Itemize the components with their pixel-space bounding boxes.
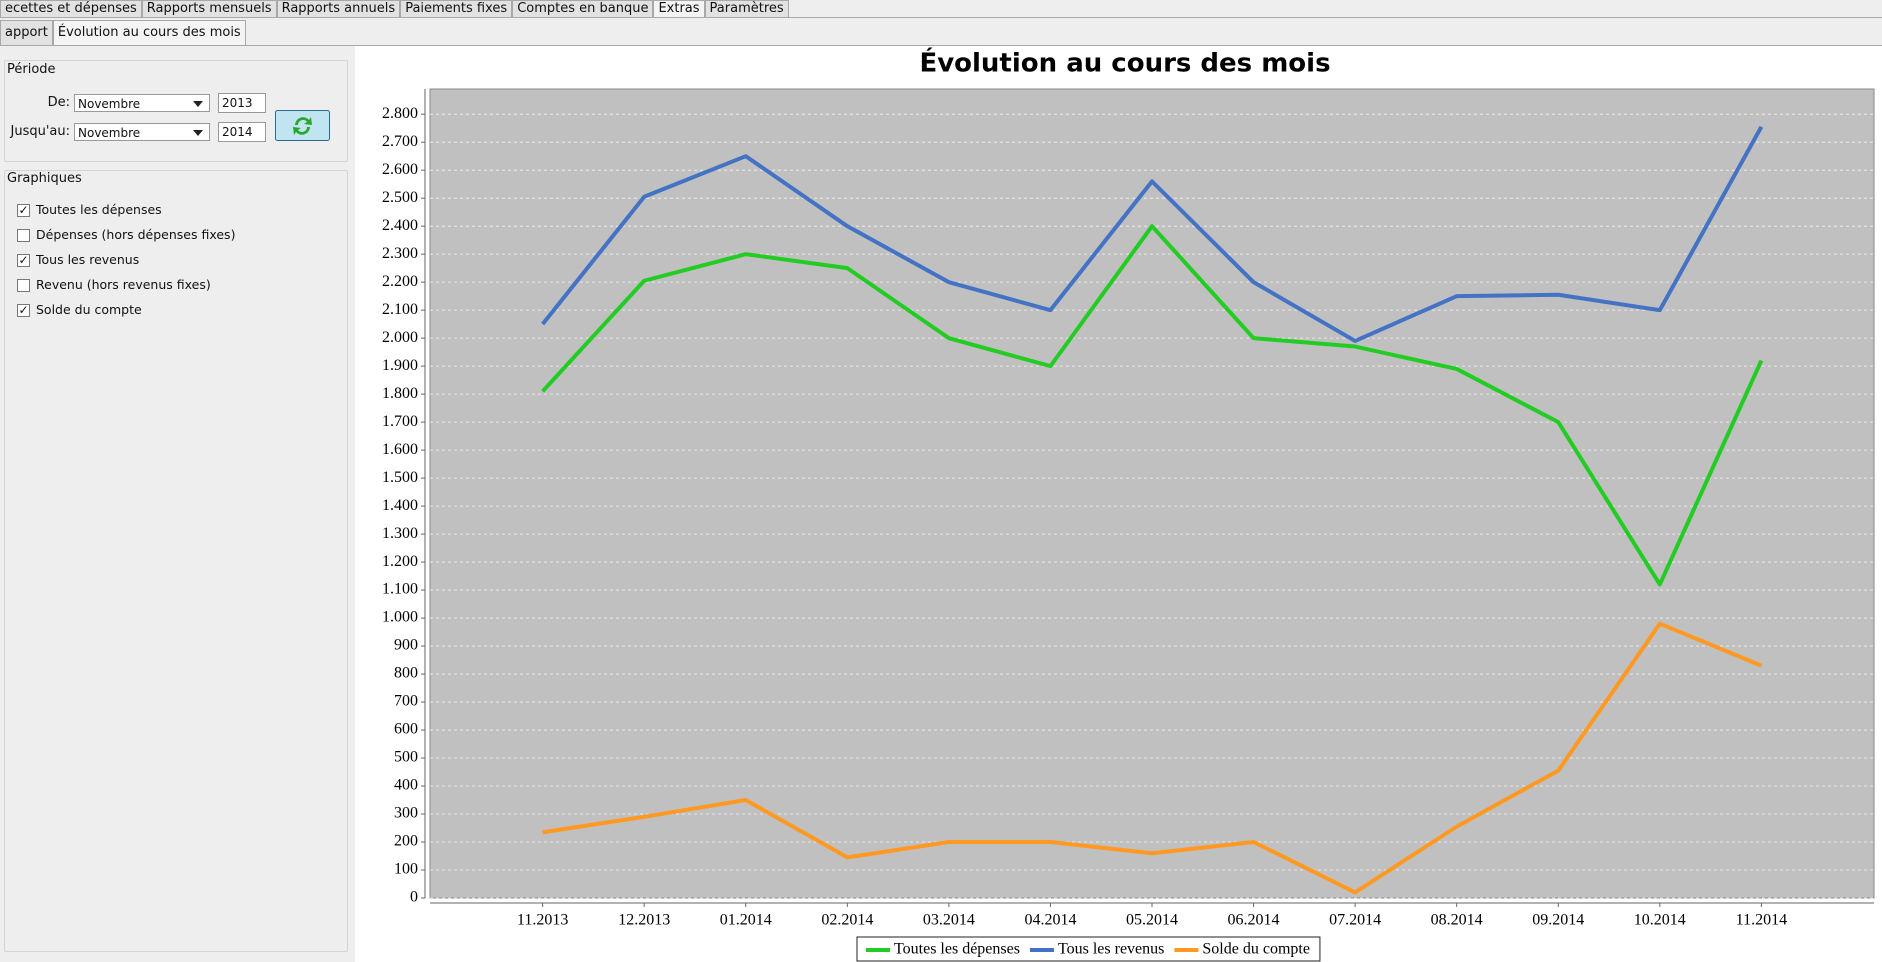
checkbox[interactable] xyxy=(17,279,30,292)
y-tick-label: 600 xyxy=(394,721,418,738)
subtab-divider xyxy=(0,45,1882,46)
y-tick-label: 1.700 xyxy=(382,413,418,430)
x-tick-label: 11.2013 xyxy=(517,912,568,929)
x-tick-label: 12.2013 xyxy=(618,912,670,929)
y-tick-label: 2.400 xyxy=(382,217,418,234)
checkbox[interactable]: ✓ xyxy=(17,303,30,317)
y-tick-label: 200 xyxy=(394,833,418,850)
tab[interactable]: Extras xyxy=(653,0,705,17)
y-tick-label: 1.900 xyxy=(382,357,418,374)
y-tick-label: 1.000 xyxy=(382,609,418,626)
main-tabs: ecettes et dépenses Rapports mensuels Rapp… xyxy=(0,0,789,17)
period-title: Période xyxy=(7,62,56,77)
y-tick-label: 900 xyxy=(394,637,418,654)
plot-area xyxy=(429,88,1875,899)
y-tick-label: 2.000 xyxy=(382,329,418,346)
x-tick-label: 11.2014 xyxy=(1736,912,1787,929)
y-tick-label: 2.800 xyxy=(382,105,418,122)
x-tick-label: 01.2014 xyxy=(720,912,772,929)
x-tick-label: 09.2014 xyxy=(1532,912,1584,929)
legend: Toutes les dépenses Tous les revenus Solde… xyxy=(856,936,1321,962)
checkbox[interactable] xyxy=(17,229,30,242)
y-tick-label: 1.100 xyxy=(382,581,418,598)
series-line xyxy=(541,224,1764,587)
y-tick-label: 1.600 xyxy=(382,441,418,458)
to-year[interactable]: 2014 xyxy=(218,122,266,142)
y-tick-label: 1.800 xyxy=(382,385,418,402)
x-tick-label: 02.2014 xyxy=(821,912,873,929)
tab[interactable]: ecettes et dépenses xyxy=(0,0,142,17)
legend-label: Solde du compte xyxy=(1202,941,1310,958)
legend-box xyxy=(856,936,1321,962)
to-label: Jusqu'au: xyxy=(10,124,71,139)
y-tick-label: 400 xyxy=(394,777,418,794)
y-tick-label: 1.200 xyxy=(382,553,418,570)
period-box xyxy=(4,60,348,162)
tab[interactable]: Paiements fixes xyxy=(400,0,513,17)
x-tick-label: 03.2014 xyxy=(923,912,975,929)
checkbox-label[interactable]: Tous les revenus xyxy=(36,252,140,267)
series-line xyxy=(541,125,1764,343)
y-tick-label: 500 xyxy=(394,749,418,766)
tab[interactable]: Comptes en banque xyxy=(512,0,654,17)
tab[interactable]: Paramètres xyxy=(704,0,789,17)
y-tick-label: 2.100 xyxy=(382,301,418,318)
y-tick-label: 800 xyxy=(394,665,418,682)
to-month[interactable]: Novembre xyxy=(74,123,210,141)
y-tick-label: 100 xyxy=(394,861,418,878)
sub-tabs: apport Évolution au cours des mois xyxy=(0,20,246,45)
legend-label: Tous les revenus xyxy=(1058,941,1164,958)
y-tick-label: 1.500 xyxy=(382,469,418,486)
checkbox-label[interactable]: Toutes les dépenses xyxy=(36,202,162,217)
y-tick-label: 2.700 xyxy=(382,133,418,150)
checkbox-label[interactable]: Dépenses (hors dépenses fixes) xyxy=(36,227,236,242)
checkbox-label[interactable]: Revenu (hors revenus fixes) xyxy=(36,277,211,292)
chart-title: Évolution au cours des mois xyxy=(919,47,1330,79)
subtab[interactable]: apport xyxy=(0,20,53,45)
legend-label: Toutes les dépenses xyxy=(894,941,1020,958)
graphs-title: Graphiques xyxy=(7,171,82,186)
from-month[interactable]: Novembre xyxy=(74,94,210,112)
tab-divider xyxy=(0,17,1882,18)
sidebar: Période De: Novembre 2013 Jusqu'au: Nove… xyxy=(0,46,355,962)
tab[interactable]: Rapports annuels xyxy=(276,0,401,17)
y-tick-label: 1.300 xyxy=(382,525,418,542)
from-label: De: xyxy=(47,95,70,110)
x-tick-label: 07.2014 xyxy=(1329,912,1381,929)
tab[interactable]: Rapports mensuels xyxy=(141,0,277,17)
x-tick-label: 06.2014 xyxy=(1228,912,1280,929)
y-tick-label: 300 xyxy=(394,805,418,822)
y-tick-label: 0 xyxy=(410,889,418,906)
y-tick-label: 2.600 xyxy=(382,161,418,178)
y-tick-label: 2.200 xyxy=(382,273,418,290)
checkbox[interactable]: ✓ xyxy=(17,203,30,217)
x-tick-label: 08.2014 xyxy=(1431,912,1483,929)
subtab[interactable]: Évolution au cours des mois xyxy=(52,20,246,45)
checkbox-label[interactable]: Solde du compte xyxy=(36,302,142,317)
y-tick-label: 2.300 xyxy=(382,245,418,262)
x-tick-label: 10.2014 xyxy=(1634,912,1686,929)
from-year[interactable]: 2013 xyxy=(218,93,266,113)
y-tick-label: 1.400 xyxy=(382,497,418,514)
checkbox[interactable]: ✓ xyxy=(17,253,30,267)
x-tick-label: 05.2014 xyxy=(1126,912,1178,929)
y-tick-label: 2.500 xyxy=(382,189,418,206)
refresh-button[interactable] xyxy=(275,110,330,141)
series-line xyxy=(542,621,1763,895)
y-tick-label: 700 xyxy=(394,693,418,710)
graphs-box xyxy=(4,170,348,952)
x-tick-label: 04.2014 xyxy=(1024,912,1076,929)
